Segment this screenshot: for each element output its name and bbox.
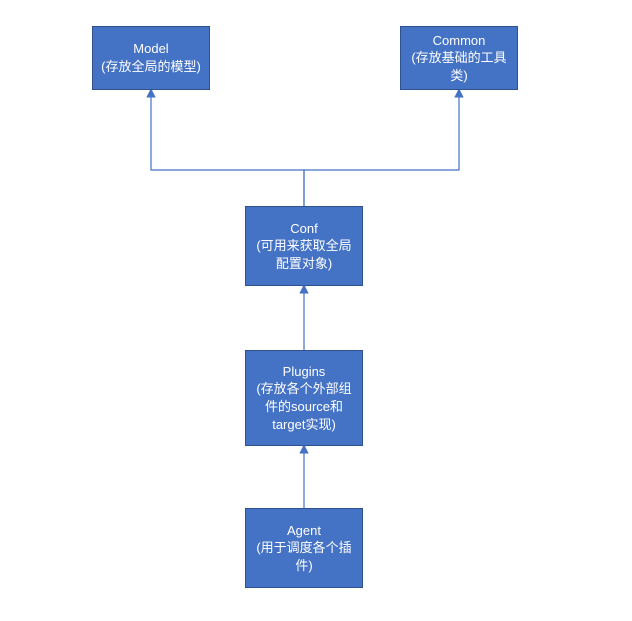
node-subtitle: (可用来获取全局配置对象) [254, 237, 354, 272]
node-title: Common [433, 32, 486, 50]
node-subtitle: (存放基础的工具类) [409, 49, 509, 84]
node-subtitle: (存放全局的模型) [101, 58, 201, 76]
node-plugins: Plugins(存放各个外部组件的source和target实现) [245, 350, 363, 446]
node-conf: Conf(可用来获取全局配置对象) [245, 206, 363, 286]
node-subtitle: (用于调度各个插件) [254, 539, 354, 574]
node-subtitle: (存放各个外部组件的source和target实现) [254, 380, 354, 433]
node-title: Plugins [283, 363, 326, 381]
node-agent: Agent(用于调度各个插件) [245, 508, 363, 588]
edge-conf-model [151, 90, 304, 206]
node-title: Model [133, 40, 168, 58]
node-common: Common(存放基础的工具类) [400, 26, 518, 90]
node-title: Agent [287, 522, 321, 540]
node-model: Model(存放全局的模型) [92, 26, 210, 90]
node-title: Conf [290, 220, 317, 238]
edge-conf-common [304, 90, 459, 206]
